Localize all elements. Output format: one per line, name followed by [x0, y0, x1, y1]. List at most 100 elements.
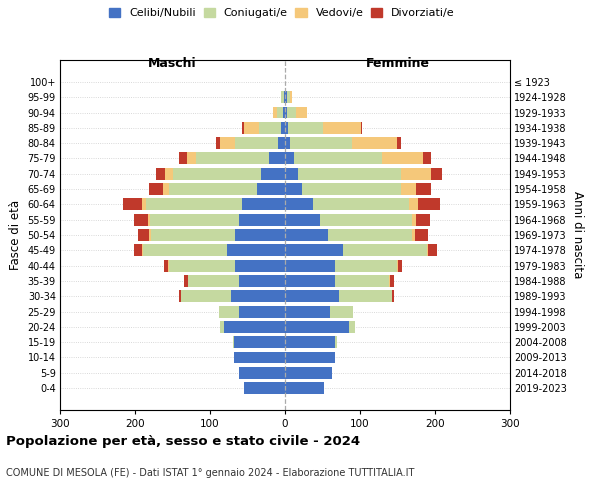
- Bar: [239, 367, 285, 379]
- Bar: [285, 122, 288, 134]
- Bar: [234, 336, 285, 348]
- Bar: [389, 275, 390, 287]
- Bar: [285, 367, 331, 379]
- Bar: [285, 229, 328, 241]
- Bar: [277, 137, 285, 149]
- Bar: [392, 290, 394, 302]
- Bar: [142, 244, 143, 256]
- Bar: [352, 137, 397, 149]
- Bar: [168, 260, 169, 272]
- Bar: [323, 122, 361, 134]
- Bar: [412, 214, 416, 226]
- Bar: [296, 106, 307, 118]
- Bar: [223, 321, 285, 333]
- Bar: [390, 275, 394, 287]
- Bar: [235, 137, 277, 149]
- Bar: [285, 321, 349, 333]
- Bar: [227, 244, 285, 256]
- Bar: [290, 91, 292, 103]
- Bar: [187, 275, 188, 287]
- Bar: [235, 229, 285, 241]
- Bar: [134, 214, 148, 226]
- Text: Maschi: Maschi: [148, 56, 197, 70]
- Bar: [285, 168, 298, 179]
- Bar: [320, 214, 412, 226]
- Bar: [234, 352, 285, 364]
- Legend: Celibi/Nubili, Coniugati/e, Vedovi/e, Divorziati/e: Celibi/Nubili, Coniugati/e, Vedovi/e, Di…: [107, 6, 457, 20]
- Bar: [285, 198, 313, 210]
- Bar: [283, 106, 285, 118]
- Bar: [179, 152, 187, 164]
- Bar: [418, 198, 440, 210]
- Bar: [149, 183, 163, 195]
- Bar: [285, 91, 287, 103]
- Bar: [281, 91, 284, 103]
- Bar: [294, 152, 382, 164]
- Bar: [150, 214, 239, 226]
- Bar: [259, 122, 281, 134]
- Bar: [339, 290, 392, 302]
- Bar: [241, 198, 285, 210]
- Bar: [415, 183, 431, 195]
- Bar: [398, 260, 402, 272]
- Bar: [423, 152, 431, 164]
- Bar: [188, 275, 239, 287]
- Bar: [187, 152, 196, 164]
- Bar: [401, 168, 431, 179]
- Bar: [330, 306, 353, 318]
- Bar: [285, 306, 330, 318]
- Bar: [277, 106, 283, 118]
- Bar: [428, 244, 437, 256]
- Bar: [285, 244, 343, 256]
- Bar: [284, 91, 285, 103]
- Bar: [156, 168, 165, 179]
- Bar: [149, 229, 151, 241]
- Y-axis label: Fasce di età: Fasce di età: [9, 200, 22, 270]
- Bar: [169, 260, 235, 272]
- Bar: [269, 152, 285, 164]
- Bar: [397, 260, 398, 272]
- Bar: [343, 244, 427, 256]
- Bar: [281, 122, 285, 134]
- Bar: [302, 183, 401, 195]
- Bar: [239, 214, 285, 226]
- Bar: [285, 352, 335, 364]
- Bar: [298, 168, 401, 179]
- Bar: [412, 229, 415, 241]
- Bar: [361, 122, 362, 134]
- Bar: [146, 198, 241, 210]
- Bar: [335, 260, 397, 272]
- Bar: [285, 214, 320, 226]
- Bar: [220, 321, 223, 333]
- Bar: [416, 214, 430, 226]
- Bar: [244, 382, 285, 394]
- Bar: [151, 229, 235, 241]
- Bar: [415, 229, 428, 241]
- Bar: [239, 275, 285, 287]
- Bar: [287, 106, 296, 118]
- Y-axis label: Anni di nascita: Anni di nascita: [571, 192, 584, 278]
- Bar: [285, 275, 335, 287]
- Bar: [196, 152, 269, 164]
- Bar: [349, 321, 355, 333]
- Text: COMUNE DI MESOLA (FE) - Dati ISTAT 1° gennaio 2024 - Elaborazione TUTTITALIA.IT: COMUNE DI MESOLA (FE) - Dati ISTAT 1° ge…: [6, 468, 415, 477]
- Bar: [397, 137, 401, 149]
- Bar: [216, 137, 220, 149]
- Bar: [165, 168, 173, 179]
- Bar: [142, 198, 146, 210]
- Bar: [313, 198, 409, 210]
- Bar: [179, 290, 181, 302]
- Bar: [335, 275, 389, 287]
- Bar: [261, 168, 285, 179]
- Bar: [285, 290, 339, 302]
- Bar: [328, 229, 412, 241]
- Bar: [409, 198, 418, 210]
- Bar: [138, 229, 149, 241]
- Bar: [285, 106, 287, 118]
- Bar: [148, 214, 150, 226]
- Bar: [285, 137, 290, 149]
- Bar: [169, 183, 257, 195]
- Bar: [288, 122, 323, 134]
- Bar: [382, 152, 423, 164]
- Bar: [287, 91, 290, 103]
